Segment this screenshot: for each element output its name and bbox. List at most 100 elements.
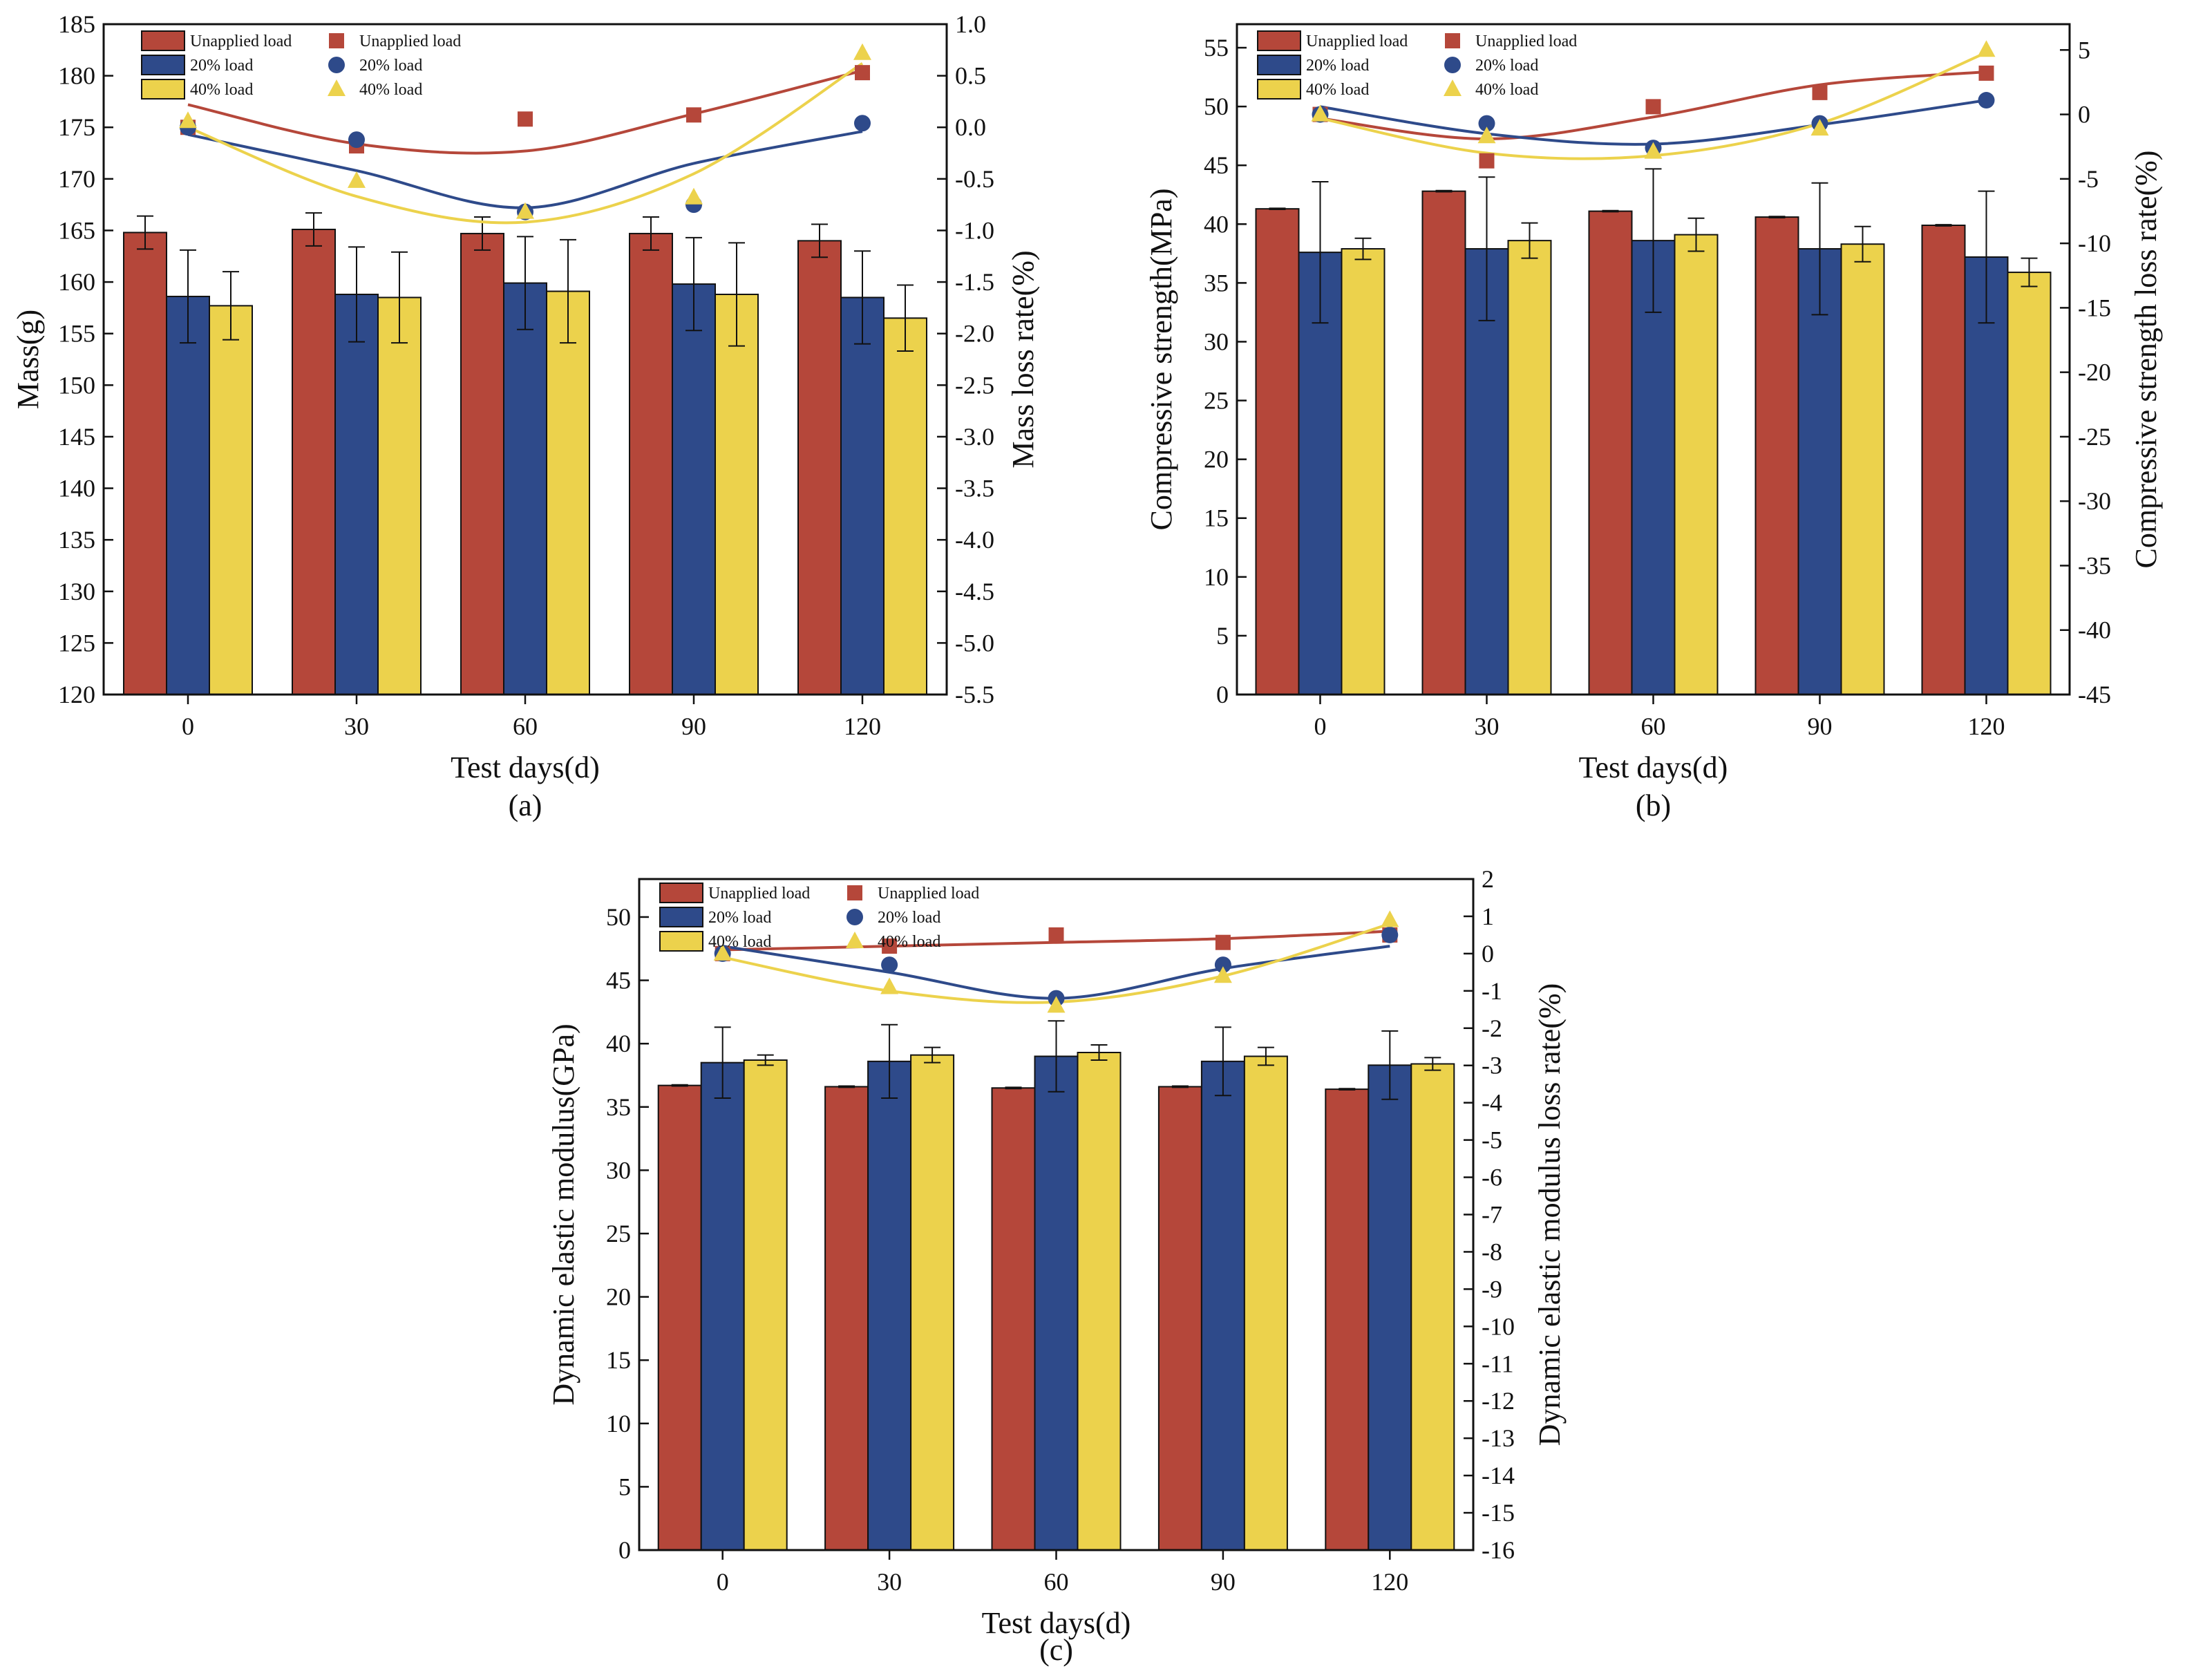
- legend-label: 20% load: [1306, 57, 1369, 75]
- bar: [1200, 1060, 1245, 1551]
- x-tick-label: 90: [1211, 1568, 1236, 1596]
- legend-label: Unapplied load: [878, 885, 979, 903]
- legend-label: Unapplied load: [359, 32, 461, 50]
- bar: [1464, 248, 1509, 695]
- y-tick-label: 135: [58, 526, 95, 554]
- y-tick-label: 30: [1204, 328, 1229, 355]
- bar: [503, 282, 547, 696]
- loss-rate-point: [1311, 104, 1330, 122]
- y-right-tick-label: -5.0: [955, 629, 994, 657]
- bar: [1631, 240, 1676, 695]
- x-tick-label: 30: [877, 1568, 902, 1596]
- y-right-tick-label: -3.5: [955, 475, 994, 502]
- legend-marker: [846, 909, 863, 925]
- legend-label: 40% load: [359, 81, 422, 99]
- bar: [377, 296, 422, 695]
- legend-marker: [846, 932, 864, 948]
- y-tick-label: 150: [58, 371, 95, 399]
- y-right-tick-label: -1: [1482, 977, 1502, 1005]
- x-tick-label: 90: [681, 712, 706, 740]
- loss-rate-point: [1644, 142, 1663, 159]
- loss-rate-point: [1047, 996, 1066, 1013]
- loss-rate-point: [853, 43, 871, 60]
- y-tick-label: 20: [606, 1283, 631, 1311]
- x-tick-label: 60: [513, 712, 538, 740]
- chart-c: 05101520253035404550-16-15-14-13-12-11-1…: [547, 865, 1567, 1667]
- bar: [1588, 210, 1633, 696]
- y-right-tick-label: 5: [2078, 36, 2090, 64]
- x-axis-title: Test days(d): [1579, 751, 1728, 784]
- legend-label: 40% load: [190, 81, 253, 99]
- legend-swatch: [659, 931, 703, 952]
- y-tick-label: 25: [1204, 387, 1229, 415]
- legend-swatch: [141, 79, 185, 100]
- panel-caption: (b): [1636, 789, 1671, 822]
- legend-marker: [1444, 79, 1462, 96]
- bar: [1964, 256, 2009, 695]
- y-right-tick-label: 0: [2078, 101, 2090, 129]
- legend: Unapplied load 20% load 40% load Unapplied …: [1257, 30, 1577, 100]
- y-tick-label: 155: [58, 320, 95, 348]
- y-right-tick-label: -6: [1482, 1164, 1502, 1191]
- y-tick-label: 50: [1204, 93, 1229, 120]
- loss-rate-point: [1978, 65, 1994, 81]
- y-tick-label: 185: [58, 10, 95, 38]
- legend-swatch: [141, 30, 185, 51]
- fit-curve: [187, 130, 863, 209]
- bar: [123, 232, 167, 695]
- loss-rate-point: [686, 107, 701, 123]
- y-right-tick-label: -30: [2078, 487, 2111, 515]
- y-right-tick-label: 1: [1482, 903, 1494, 930]
- loss-rate-point: [1213, 966, 1232, 983]
- y-right-tick-label: -12: [1482, 1387, 1515, 1415]
- bar: [1325, 1088, 1370, 1551]
- legend-swatch: [659, 907, 703, 927]
- bar: [1341, 248, 1385, 695]
- loss-rate-point: [1215, 934, 1231, 950]
- bar: [1797, 248, 1842, 695]
- x-axis-title: Test days(d): [982, 1606, 1131, 1640]
- y-right-axis-title: Mass loss rate(%): [1006, 250, 1040, 468]
- bar: [334, 293, 379, 695]
- legend-marker: [847, 885, 862, 900]
- y-tick-label: 5: [1216, 622, 1229, 650]
- loss-rate-point: [1478, 115, 1495, 132]
- y-tick-label: 15: [606, 1346, 631, 1374]
- y-axis-title: Mass(g): [11, 310, 45, 409]
- legend-label: 40% load: [878, 933, 940, 951]
- bar: [460, 232, 504, 695]
- bar: [715, 293, 759, 695]
- loss-rate-point: [1977, 40, 1996, 57]
- y-right-tick-label: -3: [1482, 1052, 1502, 1079]
- x-tick-label: 120: [844, 712, 881, 740]
- y-right-axis-title: Dynamic elastic modulus loss rate(%): [1533, 983, 1567, 1446]
- legend-label: 20% load: [190, 57, 253, 75]
- y-right-tick-label: -5.5: [955, 681, 994, 708]
- y-right-tick-label: -2: [1482, 1014, 1502, 1042]
- bar: [1674, 234, 1719, 696]
- y-tick-label: 40: [606, 1030, 631, 1057]
- x-tick-label: 30: [1475, 712, 1500, 740]
- y-right-tick-label: -2.5: [955, 371, 994, 399]
- y-right-axis-title: Compressive strength loss rate(%): [2129, 151, 2163, 569]
- panel-caption: (a): [509, 789, 542, 822]
- legend-label: Unapplied load: [190, 32, 292, 50]
- y-right-tick-label: -10: [1482, 1312, 1515, 1340]
- legend-swatch: [1257, 79, 1301, 100]
- legend-marker: [329, 33, 344, 48]
- x-tick-label: 0: [717, 1568, 729, 1596]
- y-tick-label: 10: [1204, 563, 1229, 591]
- y-right-tick-label: -0.5: [955, 165, 994, 193]
- bar: [166, 295, 210, 695]
- bar: [1368, 1064, 1412, 1551]
- x-tick-label: 0: [1314, 712, 1327, 740]
- y-right-tick-label: -4.5: [955, 578, 994, 605]
- loss-rate-point: [1978, 92, 1995, 109]
- loss-rate-point: [881, 956, 898, 974]
- bar: [991, 1087, 1036, 1551]
- y-tick-label: 160: [58, 268, 95, 296]
- y-right-tick-label: -4: [1482, 1089, 1502, 1117]
- y-right-tick-label: 0: [1482, 940, 1494, 968]
- legend-label: Unapplied load: [1306, 32, 1408, 50]
- loss-rate-point: [1048, 927, 1064, 943]
